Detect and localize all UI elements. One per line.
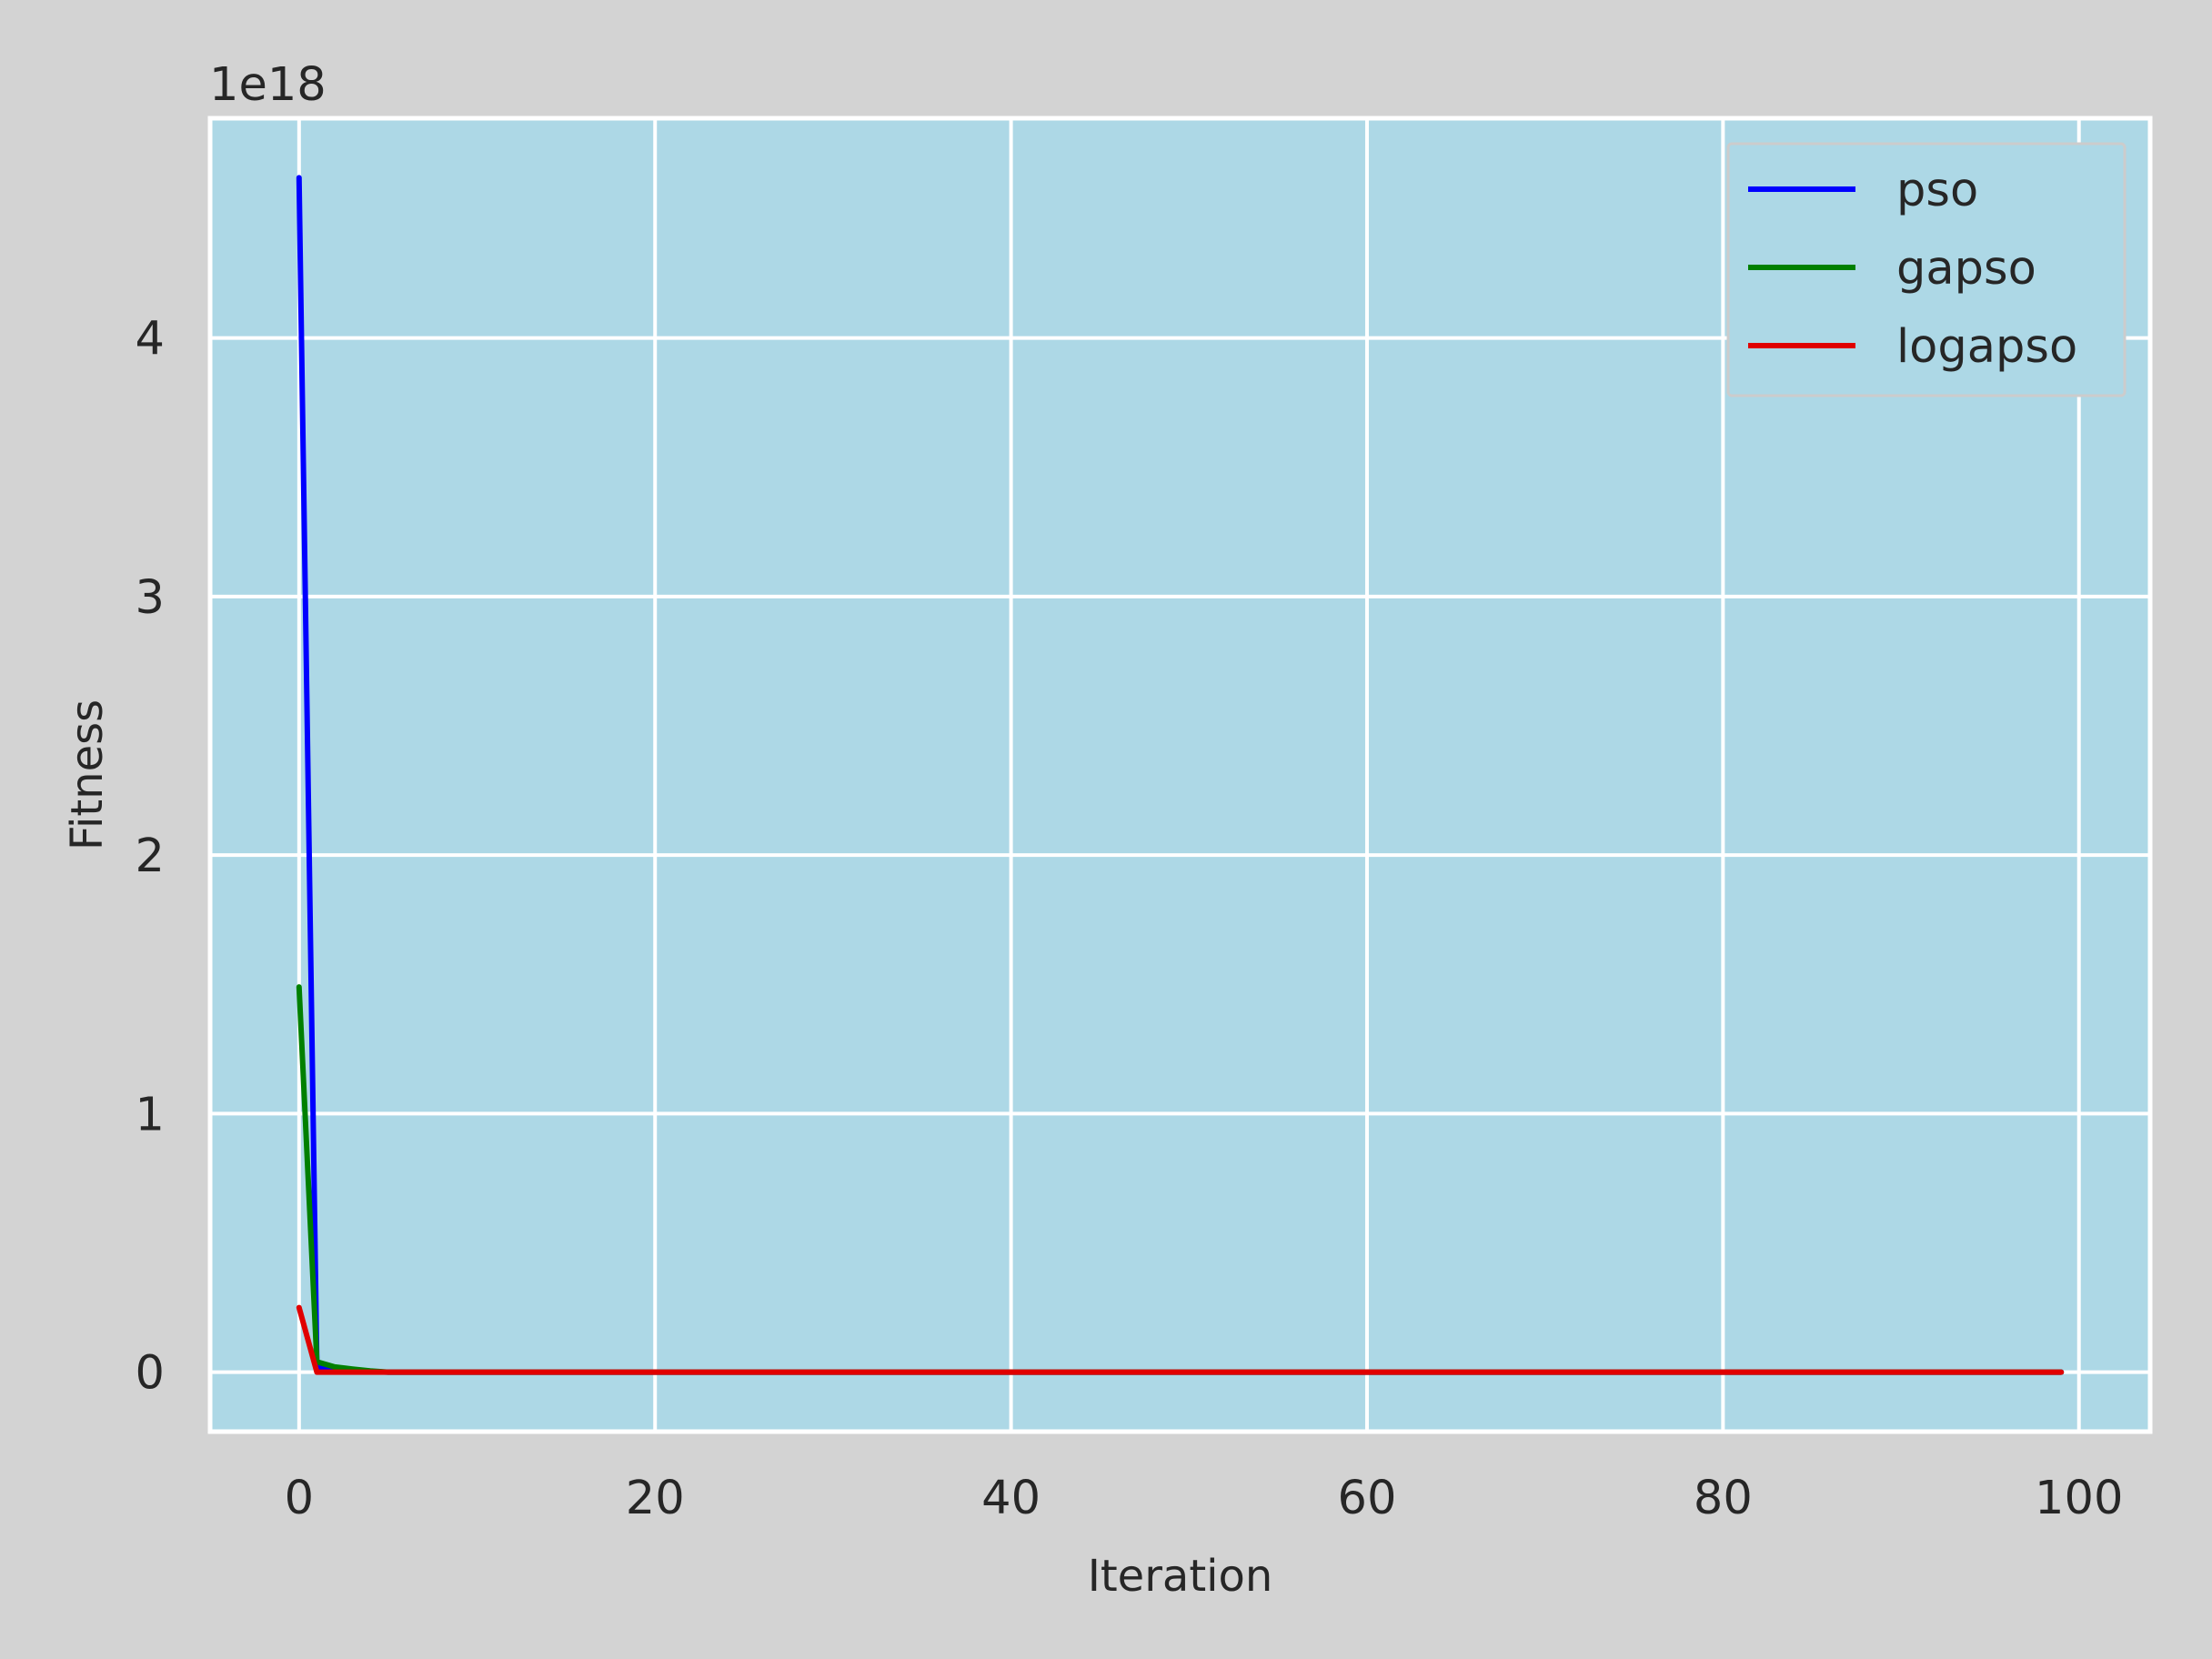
y-tick-label: 1 — [136, 1088, 165, 1141]
series-layer — [296, 175, 2065, 1375]
x-tick-label: 60 — [1338, 1472, 1397, 1525]
y-tick-label: 0 — [136, 1347, 165, 1401]
x-axis-label: Iteration — [1088, 1551, 1273, 1602]
legend-label-gapso: gapso — [1896, 242, 2036, 296]
tick-labels: 0 20 40 60 80 100 0 1 2 3 4 — [136, 313, 2124, 1525]
y-tick-label: 4 — [136, 313, 165, 367]
y-tick-label: 3 — [136, 571, 165, 625]
plot-frame — [207, 116, 2153, 1434]
x-tick-label: 0 — [285, 1472, 314, 1525]
x-tick-label: 100 — [2035, 1472, 2123, 1525]
y-tick-label: 2 — [136, 830, 165, 883]
legend-box — [1726, 142, 2127, 397]
x-tick-label: 20 — [626, 1472, 685, 1525]
x-tick-label: 80 — [1694, 1472, 1753, 1525]
x-tick-label: 40 — [981, 1472, 1041, 1525]
y-offset-label: 1e18 — [209, 58, 327, 112]
legend-label-logapso: logapso — [1896, 320, 2077, 374]
y-axis-label: Fitness — [62, 699, 113, 850]
series-line-logapso — [296, 1304, 2065, 1375]
legend-label-pso: pso — [1896, 164, 1978, 217]
legend: pso gapso logapso — [1726, 142, 2127, 397]
